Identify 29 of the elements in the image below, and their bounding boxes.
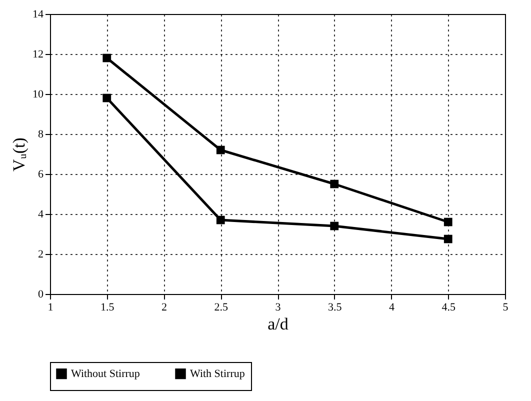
point [102, 54, 112, 62]
point [102, 94, 112, 102]
point [216, 216, 225, 224]
y-tick-label: 14 [32, 8, 44, 20]
y-tick-label: 8 [38, 128, 44, 140]
point [216, 146, 225, 154]
point [330, 222, 339, 230]
x-tick-label: 2.5 [214, 302, 228, 314]
x-tick-label: 4.5 [442, 302, 456, 314]
legend-label: Without Stirrup [71, 368, 140, 380]
point [444, 234, 452, 244]
x-tick-label: 2 [162, 302, 167, 314]
y-tick-label: 2 [38, 248, 44, 260]
x-tick-label: 1 [48, 302, 54, 314]
x-tick-label: 5 [502, 302, 509, 314]
x-axis-title: a/d [268, 314, 289, 334]
y-axis-title: Vᵤ(t) [10, 138, 28, 172]
y-tick-label: 0 [38, 288, 44, 300]
legend-label: With Stirrup [190, 368, 246, 380]
x-tick-label: 3 [275, 302, 282, 314]
point [444, 218, 452, 226]
y-tick-label: 6 [38, 168, 44, 180]
y-tick-label: 4 [38, 208, 44, 220]
y-tick-label: 12 [32, 48, 44, 60]
x-tick-label: 1.5 [100, 302, 115, 314]
x-tick-label: 3.5 [328, 302, 342, 314]
x-tick-label: 4 [389, 302, 395, 314]
y-tick-label: 10 [32, 88, 44, 100]
point [330, 180, 339, 188]
